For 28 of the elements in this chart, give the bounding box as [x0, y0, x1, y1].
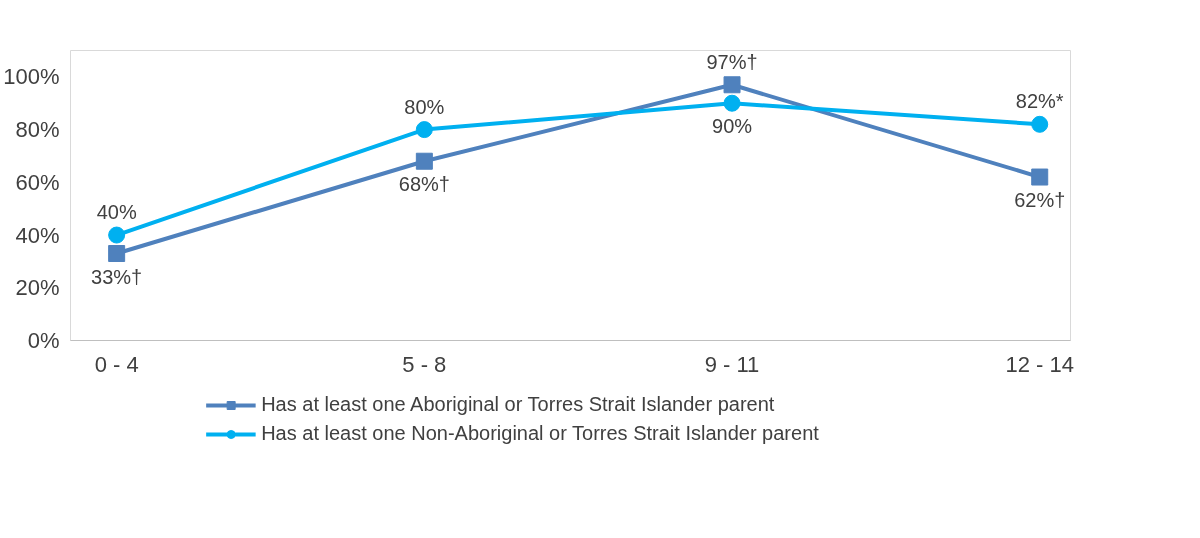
point — [723, 76, 741, 94]
data-label: 40% — [96, 201, 137, 224]
data-label: 80% — [404, 95, 445, 118]
point — [108, 245, 126, 262]
x-tick-label: 0 - 4 — [94, 351, 139, 377]
point — [723, 94, 741, 112]
data-label: 97%† — [706, 50, 758, 73]
data-label: 82%* — [1015, 90, 1064, 113]
y-tick-label: 80% — [15, 117, 60, 143]
y-tick-label: 0% — [27, 328, 60, 353]
legend-label: Has at least one Non-Aboriginal or Torres Strait Islander parent — [261, 422, 819, 445]
data-label: 62%† — [1014, 189, 1066, 212]
point — [1031, 168, 1049, 186]
point — [415, 152, 433, 170]
data-label: 33%† — [91, 265, 143, 288]
x-tick-label: 12 - 14 — [1005, 351, 1074, 377]
legend-label: Has at least one Aboriginal or Torres Strait Islander parent — [261, 393, 775, 416]
y-tick-label: 20% — [15, 275, 60, 301]
data-label: 68%† — [398, 173, 450, 196]
y-tick-label: 40% — [15, 222, 60, 248]
y-tick-label: 60% — [15, 169, 60, 195]
y-tick-label: 100% — [3, 64, 60, 90]
point — [415, 121, 433, 139]
data-label: 90% — [712, 115, 753, 138]
x-tick-label: 5 - 8 — [402, 351, 447, 377]
x-tick-label: 9 - 11 — [704, 351, 760, 377]
point — [108, 226, 126, 244]
point — [1031, 115, 1049, 133]
